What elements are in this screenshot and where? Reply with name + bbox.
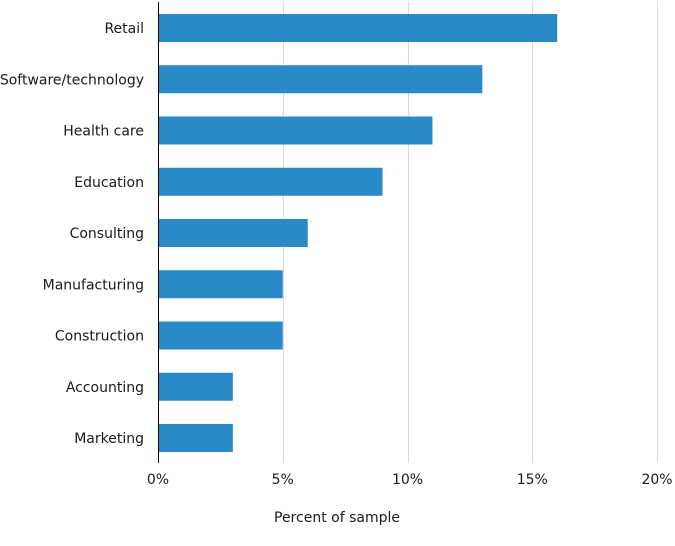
bar-4 (158, 219, 308, 247)
x-tick-label-3: 15% (517, 472, 548, 488)
category-label-5: Manufacturing (43, 277, 144, 293)
category-label-6: Construction (55, 329, 144, 345)
x-tick-label-0: 0% (147, 472, 169, 488)
bar-1 (158, 65, 483, 94)
bars (158, 14, 558, 452)
bar-0 (158, 14, 558, 42)
x-tick-label-1: 5% (272, 472, 294, 488)
bar-6 (158, 321, 283, 350)
bar-3 (158, 167, 383, 196)
x-tick-label-2: 10% (392, 472, 423, 488)
bar-8 (158, 424, 233, 452)
bar-2 (158, 116, 433, 145)
category-label-4: Consulting (70, 226, 144, 242)
bar-7 (158, 372, 233, 401)
x-tick-labels: 0% 5% 10% 15% 20% (147, 472, 673, 488)
category-label-7: Accounting (66, 380, 144, 396)
bar-5 (158, 270, 283, 299)
x-tick-label-4: 20% (641, 472, 672, 488)
category-label-3: Education (74, 175, 144, 191)
category-labels: Retail Software/technology Health care Educ… (0, 21, 144, 447)
category-label-0: Retail (104, 21, 144, 37)
x-axis-title: Percent of sample (274, 510, 400, 526)
category-label-1: Software/technology (0, 72, 144, 88)
category-label-8: Marketing (74, 431, 144, 447)
category-label-2: Health care (63, 124, 144, 140)
